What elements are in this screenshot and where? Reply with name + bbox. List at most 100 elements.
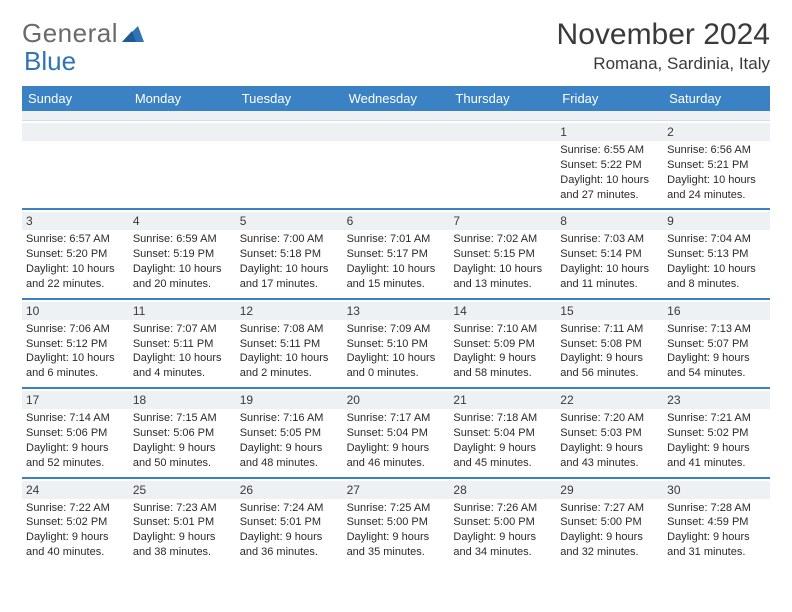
weekday-cell: Thursday [449,86,556,111]
day-info: Sunrise: 7:27 AMSunset: 5:00 PMDaylight:… [560,501,659,560]
day-info-line: Daylight: 10 hours [667,262,766,277]
day-cell: 6Sunrise: 7:01 AMSunset: 5:17 PMDaylight… [343,210,450,297]
day-number: 4 [129,212,236,230]
day-number: 29 [556,481,663,499]
day-info: Sunrise: 7:24 AMSunset: 5:01 PMDaylight:… [240,501,339,560]
day-info-line: Daylight: 10 hours [347,262,446,277]
day-info: Sunrise: 7:23 AMSunset: 5:01 PMDaylight:… [133,501,232,560]
day-info-line: and 15 minutes. [347,277,446,292]
day-cell [343,121,450,208]
day-info-line: and 11 minutes. [560,277,659,292]
day-info-line: Sunrise: 7:24 AM [240,501,339,516]
day-cell: 16Sunrise: 7:13 AMSunset: 5:07 PMDayligh… [663,300,770,387]
day-info-line: Sunrise: 7:09 AM [347,322,446,337]
day-number: 7 [449,212,556,230]
day-number: 21 [449,391,556,409]
day-cell: 1 Sunrise: 6:55 AMSunset: 5:22 PMDaylight… [556,121,663,208]
day-info-line: and 36 minutes. [240,545,339,560]
day-info-line: Sunrise: 7:22 AM [26,501,125,516]
day-cell: 20Sunrise: 7:17 AMSunset: 5:04 PMDayligh… [343,389,450,476]
logo-sub: Blue [24,46,76,77]
day-number: 5 [236,212,343,230]
day-info-line: and 27 minutes. [560,188,659,203]
day-info-line: Sunset: 5:00 PM [453,515,552,530]
day-cell: 22 Sunrise: 7:20 AMSunset: 5:03 PMDayligh… [556,389,663,476]
logo-triangle-icon [122,24,144,47]
day-info-line: and 6 minutes. [26,366,125,381]
day-info: Sunrise: 7:18 AMSunset: 5:04 PMDaylight:… [453,411,552,470]
logo: General [22,18,146,49]
day-info-line: Daylight: 9 hours [453,351,552,366]
weekday-cell: Friday [556,86,663,111]
day-info: Sunrise: 7:28 AMSunset: 4:59 PMDaylight:… [667,501,766,560]
week-row: 17Sunrise: 7:14 AMSunset: 5:06 PMDayligh… [22,387,770,476]
day-info-line: Sunrise: 7:04 AM [667,232,766,247]
day-number: 1 [556,123,663,141]
day-cell: 10Sunrise: 7:06 AMSunset: 5:12 PMDayligh… [22,300,129,387]
day-info-line: and 17 minutes. [240,277,339,292]
day-info-line: Sunrise: 7:01 AM [347,232,446,247]
day-info-line: Daylight: 9 hours [667,530,766,545]
day-number: 22 [556,391,663,409]
day-info-line: Sunrise: 7:26 AM [453,501,552,516]
day-cell: 2Sunrise: 6:56 AMSunset: 5:21 PMDaylight… [663,121,770,208]
day-info-line: Daylight: 10 hours [240,262,339,277]
day-info-line: Sunset: 5:00 PM [347,515,446,530]
day-info-line: Daylight: 9 hours [453,441,552,456]
day-info-line: Daylight: 9 hours [240,530,339,545]
day-info-line: Daylight: 10 hours [667,173,766,188]
day-cell: 9Sunrise: 7:04 AMSunset: 5:13 PMDaylight… [663,210,770,297]
day-info: Sunrise: 7:10 AMSunset: 5:09 PMDaylight:… [453,322,552,381]
day-cell: 28 Sunrise: 7:26 AMSunset: 5:00 PMDayligh… [449,479,556,566]
day-number: 14 [449,302,556,320]
day-info-line: Sunset: 5:08 PM [560,337,659,352]
day-info-line: Daylight: 9 hours [667,351,766,366]
day-number: 8 [556,212,663,230]
day-info-line: Daylight: 9 hours [133,530,232,545]
day-cell [129,121,236,208]
day-info: Sunrise: 7:02 AMSunset: 5:15 PMDaylight:… [453,232,552,291]
day-info-line: Sunset: 5:18 PM [240,247,339,262]
weekday-cell: Wednesday [343,86,450,111]
day-info-line: and 13 minutes. [453,277,552,292]
day-info-line: Sunrise: 7:20 AM [560,411,659,426]
day-number: 28 [449,481,556,499]
day-info-line: and 54 minutes. [667,366,766,381]
day-info-line: and 8 minutes. [667,277,766,292]
day-cell: 18Sunrise: 7:15 AMSunset: 5:06 PMDayligh… [129,389,236,476]
day-info-line: Daylight: 9 hours [453,530,552,545]
day-info-line: Sunrise: 7:00 AM [240,232,339,247]
day-number: 3 [22,212,129,230]
day-info: Sunrise: 7:26 AMSunset: 5:00 PMDaylight:… [453,501,552,560]
day-info-line: Sunset: 5:22 PM [560,158,659,173]
day-number: 23 [663,391,770,409]
day-info-line: and 2 minutes. [240,366,339,381]
day-info-line: and 32 minutes. [560,545,659,560]
day-cell: 24Sunrise: 7:22 AMSunset: 5:02 PMDayligh… [22,479,129,566]
day-info-line: Sunrise: 7:16 AM [240,411,339,426]
day-info-line: Sunset: 5:01 PM [240,515,339,530]
day-info-line: and 0 minutes. [347,366,446,381]
day-info-line: Daylight: 10 hours [453,262,552,277]
day-info-line: and 24 minutes. [667,188,766,203]
day-info: Sunrise: 6:55 AMSunset: 5:22 PMDaylight:… [560,143,659,202]
day-info-line: Daylight: 10 hours [560,262,659,277]
weekday-cell: Monday [129,86,236,111]
day-info-line: Sunset: 5:02 PM [667,426,766,441]
day-info: Sunrise: 7:00 AMSunset: 5:18 PMDaylight:… [240,232,339,291]
day-info-line: Daylight: 10 hours [560,173,659,188]
day-info-line: Sunset: 4:59 PM [667,515,766,530]
day-info: Sunrise: 7:20 AMSunset: 5:03 PMDaylight:… [560,411,659,470]
day-info-line: Sunset: 5:04 PM [347,426,446,441]
week-row: 24Sunrise: 7:22 AMSunset: 5:02 PMDayligh… [22,477,770,566]
day-info-line: Sunrise: 6:59 AM [133,232,232,247]
day-cell [449,121,556,208]
day-cell: 26Sunrise: 7:24 AMSunset: 5:01 PMDayligh… [236,479,343,566]
day-info-line: Sunset: 5:11 PM [133,337,232,352]
day-info-line: Sunset: 5:10 PM [347,337,446,352]
day-info-line: Sunset: 5:19 PM [133,247,232,262]
calendar-body: 1 Sunrise: 6:55 AMSunset: 5:22 PMDaylight… [22,121,770,566]
day-info-line: Daylight: 9 hours [240,441,339,456]
day-cell: 13Sunrise: 7:09 AMSunset: 5:10 PMDayligh… [343,300,450,387]
day-info: Sunrise: 7:06 AMSunset: 5:12 PMDaylight:… [26,322,125,381]
